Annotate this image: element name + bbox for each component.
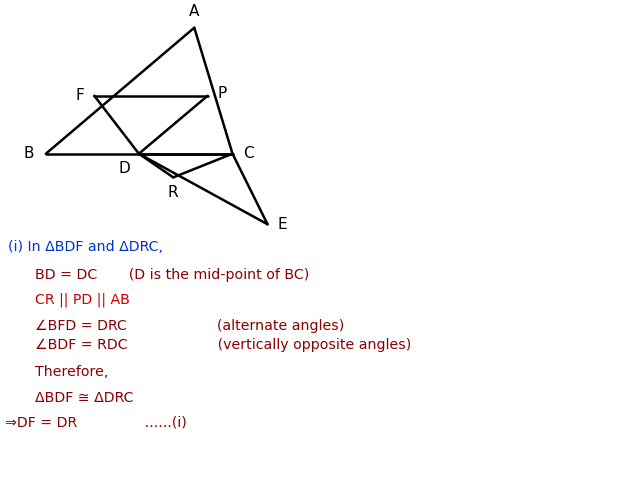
Text: D: D xyxy=(118,161,130,176)
Text: E: E xyxy=(278,217,287,232)
Text: ∠BDF = RDC                    (vertically opposite angles): ∠BDF = RDC (vertically opposite angles) xyxy=(35,338,412,352)
Text: R: R xyxy=(168,185,178,201)
Text: A: A xyxy=(189,4,199,19)
Text: P: P xyxy=(218,86,227,101)
Text: (i) In ΔBDF and ΔDRC,: (i) In ΔBDF and ΔDRC, xyxy=(8,240,162,254)
Text: B: B xyxy=(24,146,34,161)
Text: ⇒DF = DR               ......(i): ⇒DF = DR ......(i) xyxy=(5,415,187,429)
Text: F: F xyxy=(75,88,84,103)
Text: C: C xyxy=(243,146,254,161)
Text: ∠BFD = DRC                    (alternate angles): ∠BFD = DRC (alternate angles) xyxy=(35,319,344,333)
Text: BD = DC       (D is the mid-point of BC): BD = DC (D is the mid-point of BC) xyxy=(35,268,310,282)
Text: Therefore,: Therefore, xyxy=(35,365,108,379)
Text: ΔBDF ≅ ΔDRC: ΔBDF ≅ ΔDRC xyxy=(35,391,134,405)
Text: CR || PD || AB: CR || PD || AB xyxy=(35,293,130,307)
